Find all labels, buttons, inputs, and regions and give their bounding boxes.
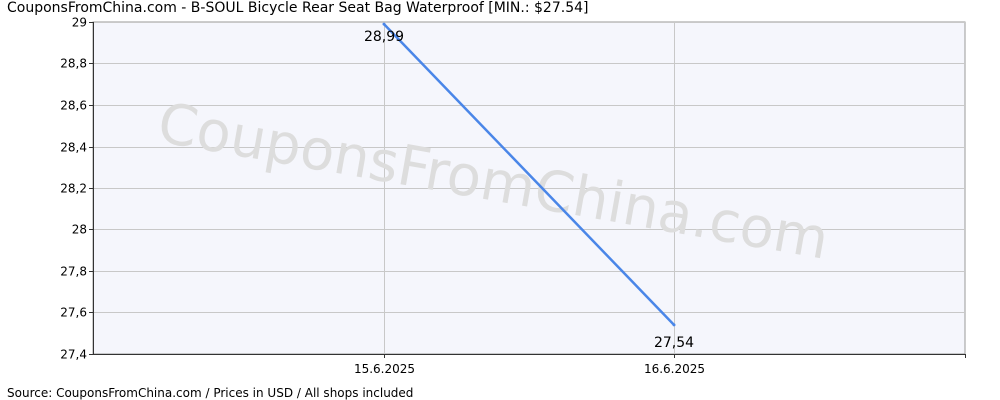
series (382, 22, 676, 327)
data-point (672, 323, 676, 327)
data-point (382, 22, 386, 26)
y-tick-label: 28,4 (60, 141, 87, 155)
chart-title: CouponsFromChina.com - B-SOUL Bicycle Re… (7, 0, 589, 16)
y-tick-label: 27,8 (60, 265, 87, 279)
x-tick-label: 16.6.2025 (644, 362, 705, 376)
y-tick-label: 27,6 (60, 306, 87, 320)
y-tick-label: 27,4 (60, 348, 87, 362)
source-footer: Source: CouponsFromChina.com / Prices in… (7, 386, 414, 400)
axes: 27,4 27,6 27,8 28 28,2 28,4 28,6 28,8 29 15.6.202… (60, 16, 966, 376)
data-label: 28,99 (364, 29, 404, 45)
data-labels: 28,99 27,54 (364, 29, 694, 351)
price-line (383, 23, 675, 326)
y-tick-label: 28,8 (60, 57, 87, 71)
grid (93, 22, 965, 355)
x-tick-label: 15.6.2025 (354, 362, 415, 376)
y-tick-label: 28,2 (60, 182, 87, 196)
y-tick-label: 29 (72, 16, 87, 30)
data-label: 27,54 (654, 335, 694, 351)
y-tick-label: 28 (72, 223, 87, 237)
y-tick-label: 28,6 (60, 99, 87, 113)
